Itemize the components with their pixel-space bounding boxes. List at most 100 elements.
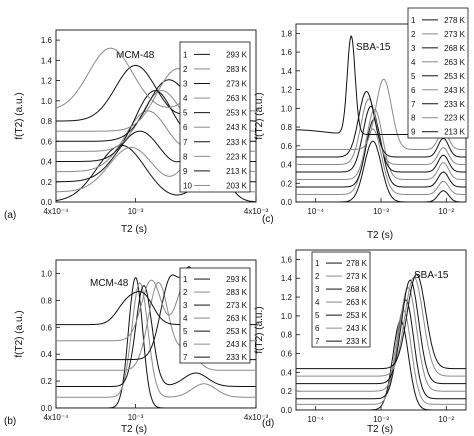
x-tick-label: 10⁻³ — [373, 415, 389, 424]
panel-title: SBA-15 — [414, 270, 449, 281]
legend-id: 7 — [411, 100, 416, 109]
x-tick-label: 10⁻² — [438, 207, 454, 216]
legend-label: 243 K — [226, 340, 248, 349]
legend-label: 223 K — [226, 152, 248, 161]
legend-id: 4 — [315, 298, 320, 307]
legend-label: 203 K — [226, 181, 248, 190]
legend-id: 6 — [411, 86, 416, 95]
legend-item-2: 2 283 K — [183, 288, 248, 297]
y-tick-label: 0.4 — [281, 161, 293, 170]
y-tick-label: 0.2 — [281, 179, 293, 188]
legend: 1 293 K 2 283 K 3 273 K 4 263 K 5 253 K 6 243 K 7 233… — [179, 267, 251, 364]
chart-panel-2: 0.0 0.2 0.4 0.6 0.8 1.0 4x10⁻⁴ 10⁻³ 4x10⁻³ T2 (s)… — [4, 259, 268, 435]
y-axis-label: f(T2) (a.u.) — [254, 92, 265, 139]
y-tick-label: 0.6 — [41, 323, 53, 332]
x-tick-label: 10⁻³ — [128, 207, 144, 216]
chart-panel-3: 0.0 0.2 0.4 0.6 0.8 1.0 1.2 1.4 1.6 10⁻⁴ 10⁻³ 10⁻² T… — [254, 249, 467, 435]
legend-item-7: 7 233 K — [183, 138, 248, 147]
legend-item-5: 5 253 K — [183, 109, 248, 118]
panel-label: (d) — [262, 418, 274, 429]
legend-id: 7 — [315, 337, 320, 346]
chart-panel-0: 0.0 0.2 0.4 0.6 0.8 1.0 1.2 1.4 1.6 4x10⁻⁴ 10⁻³ 4x1… — [4, 29, 269, 235]
x-axis-label: T2 (s) — [121, 424, 147, 435]
legend-item-7: 7 233 K — [411, 100, 466, 109]
y-tick-label: 0.0 — [41, 198, 53, 207]
legend-id: 2 — [315, 272, 320, 281]
plot-frame — [55, 259, 257, 409]
legend-label: 273 K — [346, 272, 368, 281]
legend-id: 5 — [183, 327, 188, 336]
y-tick-label: 0.8 — [281, 123, 293, 132]
series-line-2 — [56, 282, 256, 398]
y-tick-label: 1.2 — [281, 86, 293, 95]
legend-label: 243 K — [346, 324, 368, 333]
legend-label: 283 K — [226, 65, 248, 74]
legend-label: 278 K — [346, 259, 368, 268]
y-tick-label: 0.0 — [281, 198, 293, 207]
y-axis-label: f(T2) (a.u.) — [14, 310, 25, 357]
series-line-8 — [296, 78, 466, 150]
legend-item-8: 8 223 K — [183, 152, 248, 161]
x-tick-label: 10⁻⁴ — [307, 415, 324, 424]
y-axis-label: f(T2) (a.u.) — [254, 306, 265, 353]
legend-id: 1 — [315, 259, 320, 268]
legend-item-1: 1 293 K — [183, 275, 248, 284]
series-line-7 — [296, 90, 466, 158]
legend-label: 253 K — [226, 109, 248, 118]
legend-id: 2 — [183, 288, 188, 297]
y-tick-label: 1.6 — [281, 255, 293, 264]
legend-item-7: 7 233 K — [183, 353, 248, 362]
y-axis-label: f(T2) (a.u.) — [14, 92, 25, 139]
legend-item-3: 3 268 K — [411, 44, 466, 53]
legend-id: 8 — [183, 152, 188, 161]
legend-label: 273 K — [226, 80, 248, 89]
legend-item-9: 9 213 K — [411, 128, 466, 137]
x-tick-label: 4x10⁻³ — [244, 207, 269, 216]
legend-box — [179, 41, 251, 193]
legend-id: 7 — [183, 138, 188, 147]
y-tick-label: 0.8 — [41, 296, 53, 305]
legend-box — [311, 251, 371, 348]
series-line-1 — [56, 277, 256, 408]
series-line-5 — [296, 279, 466, 385]
legend: 1 278 K 2 273 K 3 268 K 4 263 K 5 253 K 6 243 K 7 233… — [311, 251, 371, 348]
legend-label: 253 K — [226, 327, 248, 336]
series-line-3 — [296, 299, 466, 400]
plot-frame — [55, 29, 257, 203]
legend-item-5: 5 253 K — [315, 311, 368, 320]
legend-label: 293 K — [226, 50, 248, 59]
legend-id: 3 — [183, 80, 188, 89]
legend-label: 253 K — [346, 311, 368, 320]
legend-id: 9 — [411, 128, 416, 137]
y-tick-label: 0.4 — [41, 350, 53, 359]
legend-item-6: 6 243 K — [411, 86, 466, 95]
panel-title: MCM-48 — [116, 50, 155, 61]
y-tick-label: 1.6 — [281, 48, 293, 57]
legend-label: 213 K — [444, 128, 466, 137]
y-tick-label: 0.2 — [41, 178, 53, 187]
legend-label: 233 K — [444, 100, 466, 109]
legend-id: 4 — [411, 58, 416, 67]
panel-title: SBA-15 — [356, 42, 391, 53]
y-tick-label: 1.4 — [281, 67, 293, 76]
x-tick-label: 10⁻⁴ — [307, 207, 324, 216]
legend-item-5: 5 253 K — [411, 72, 466, 81]
series-line-4 — [296, 108, 466, 180]
legend-id: 9 — [183, 167, 188, 176]
y-tick-label: 1.0 — [281, 312, 293, 321]
legend-id: 6 — [183, 123, 188, 132]
y-tick-label: 1.6 — [41, 36, 53, 45]
legend-item-3: 3 273 K — [183, 301, 248, 310]
x-axis-label: T2 (s) — [367, 230, 393, 241]
legend-id: 7 — [183, 353, 188, 362]
legend-id: 4 — [183, 314, 188, 323]
legend-label: 243 K — [226, 123, 248, 132]
legend-item-5: 5 253 K — [183, 327, 248, 336]
legend-label: 233 K — [226, 353, 248, 362]
legend-label: 278 K — [444, 16, 466, 25]
y-tick-label: 0.6 — [281, 142, 293, 151]
legend-label: 263 K — [346, 298, 368, 307]
x-tick-label: 10⁻² — [438, 415, 454, 424]
legend-label: 273 K — [444, 30, 466, 39]
